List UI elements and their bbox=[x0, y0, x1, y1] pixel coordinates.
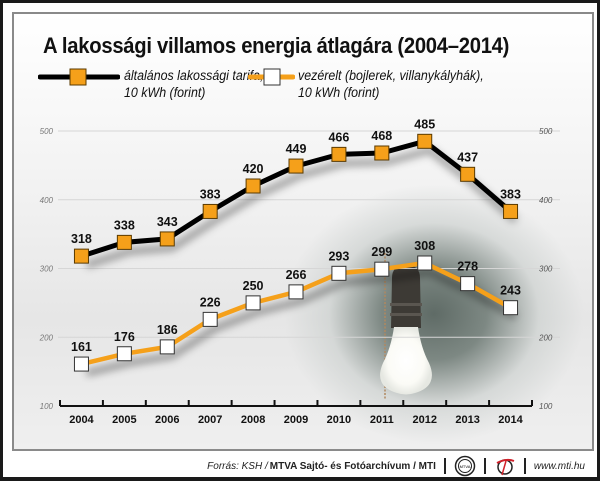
mtva-logo-text: MTVA bbox=[459, 464, 470, 469]
separator bbox=[443, 458, 446, 474]
y-tick-left-400: 400 bbox=[40, 196, 54, 205]
data-point-1-2009 bbox=[288, 284, 304, 300]
data-point-0-2009 bbox=[288, 158, 304, 174]
data-point-0-2005 bbox=[116, 234, 132, 250]
data-point-1-2013 bbox=[460, 276, 476, 292]
data-label-0-2012: 485 bbox=[414, 117, 435, 131]
data-label-0-2007: 383 bbox=[200, 187, 221, 201]
footer: Forrás: KSH / MTVA Sajtó- és Fotóarchívu… bbox=[3, 451, 597, 481]
data-label-0-2004: 318 bbox=[71, 232, 92, 246]
data-label-1-2004: 161 bbox=[71, 340, 92, 354]
data-point-1-2007 bbox=[202, 311, 218, 327]
data-point-0-2007 bbox=[202, 203, 218, 219]
x-tick-label-2004: 2004 bbox=[69, 414, 94, 426]
data-label-1-2014: 243 bbox=[500, 284, 521, 298]
y-tick-right-400: 400 bbox=[539, 196, 553, 205]
y-tick-left-100: 100 bbox=[40, 402, 54, 411]
data-point-1-2005 bbox=[116, 346, 132, 362]
y-tick-right-300: 300 bbox=[539, 265, 553, 274]
y-tick-right-100: 100 bbox=[539, 402, 553, 411]
series-layer: 318 338 343 383 420 449 466 468 485 437 383 161 176 1… bbox=[71, 117, 521, 377]
data-label-0-2006: 343 bbox=[157, 215, 178, 229]
legend-item-general: általános lakossági tarifa, 10 kWh (fori… bbox=[38, 67, 276, 101]
x-tick-label-2013: 2013 bbox=[455, 414, 479, 426]
data-point-1-2006 bbox=[159, 339, 175, 355]
data-label-0-2014: 383 bbox=[500, 187, 521, 201]
series-line-0 bbox=[80, 138, 513, 259]
data-point-0-2011 bbox=[374, 145, 390, 161]
data-point-1-2014 bbox=[503, 300, 519, 316]
mtva-logo-icon[interactable]: MTVA bbox=[454, 455, 476, 477]
y-tick-left-300: 300 bbox=[40, 265, 54, 274]
y-tick-left-200: 200 bbox=[39, 333, 54, 342]
data-point-0-2014 bbox=[503, 203, 519, 219]
data-point-1-2008 bbox=[245, 295, 261, 311]
data-point-0-2010 bbox=[331, 146, 347, 162]
data-label-1-2008: 250 bbox=[243, 279, 264, 293]
axes: 2004 2005 2006 2007 2008 2009 2010 2011 2012 2013… bbox=[59, 400, 533, 426]
data-point-0-2004 bbox=[73, 248, 89, 264]
website-link[interactable]: www.mti.hu bbox=[533, 460, 585, 472]
data-point-0-2006 bbox=[159, 231, 175, 247]
legend-controlled-line1: vezérelt (bojlerek, villanykályhák), bbox=[298, 68, 484, 83]
y-tick-right-200: 200 bbox=[538, 333, 553, 342]
series-shadow-0 bbox=[85, 146, 518, 269]
chart-title: A lakossági villamos energia átlagára (2… bbox=[43, 33, 510, 58]
x-tick-label-2006: 2006 bbox=[155, 414, 179, 426]
data-label-0-2009: 449 bbox=[286, 142, 307, 156]
data-label-0-2008: 420 bbox=[243, 162, 264, 176]
data-label-0-2005: 338 bbox=[114, 218, 135, 232]
y-tick-left-500: 500 bbox=[40, 127, 54, 136]
x-tick-label-2011: 2011 bbox=[370, 414, 394, 426]
data-label-0-2010: 466 bbox=[328, 130, 349, 144]
y-tick-right-500: 500 bbox=[539, 127, 553, 136]
source-agency: MTVA Sajtó- és Fotóarchívum / MTI bbox=[269, 460, 436, 472]
data-point-0-2013 bbox=[460, 166, 476, 182]
x-tick-label-2008: 2008 bbox=[241, 414, 265, 426]
data-label-1-2006: 186 bbox=[157, 323, 178, 337]
data-point-1-2010 bbox=[331, 265, 347, 281]
legend-general-line2: 10 kWh (forint) bbox=[124, 85, 206, 100]
x-tick-label-2007: 2007 bbox=[198, 414, 222, 426]
data-label-1-2005: 176 bbox=[114, 330, 135, 344]
source-prefix: Forrás: KSH / bbox=[207, 460, 268, 472]
x-tick-label-2012: 2012 bbox=[412, 414, 436, 426]
data-point-1-2012 bbox=[417, 255, 433, 271]
data-label-1-2012: 308 bbox=[414, 239, 435, 253]
data-label-1-2011: 299 bbox=[371, 245, 392, 259]
x-tick-label-2010: 2010 bbox=[327, 414, 351, 426]
legend-item-controlled: vezérelt (bojlerek, villanykályhák), 10 … bbox=[248, 67, 500, 101]
data-label-1-2009: 266 bbox=[286, 268, 307, 282]
data-label-1-2013: 278 bbox=[457, 260, 478, 274]
lightbulb-photo bbox=[380, 253, 432, 400]
legend-general-line1: általános lakossági tarifa, bbox=[124, 68, 264, 83]
data-point-1-2011 bbox=[374, 261, 390, 277]
separator bbox=[523, 458, 526, 474]
data-point-1-2004 bbox=[73, 356, 89, 372]
data-label-0-2011: 468 bbox=[371, 129, 392, 143]
separator bbox=[483, 458, 486, 474]
series-shadow-1 bbox=[85, 268, 518, 377]
x-tick-label-2005: 2005 bbox=[112, 414, 136, 426]
data-point-0-2008 bbox=[245, 178, 261, 194]
data-label-0-2013: 437 bbox=[457, 150, 478, 164]
x-tick-label-2009: 2009 bbox=[284, 414, 308, 426]
x-tick-label-2014: 2014 bbox=[498, 414, 523, 426]
legend-marker-controlled-icon bbox=[248, 68, 295, 86]
data-label-1-2007: 226 bbox=[200, 295, 221, 309]
data-label-1-2010: 293 bbox=[328, 249, 349, 263]
mti-logo-icon[interactable] bbox=[494, 455, 516, 477]
data-point-0-2012 bbox=[417, 133, 433, 149]
grid: 100 100 200 200 300 300 400 400 500 500 bbox=[39, 127, 560, 411]
legend-marker-general-icon bbox=[38, 68, 120, 86]
infographic-frame: A lakossági villamos energia átlagára (2… bbox=[3, 3, 597, 477]
legend-controlled-line2: 10 kWh (forint) bbox=[298, 85, 380, 100]
chart-panel bbox=[12, 12, 594, 451]
